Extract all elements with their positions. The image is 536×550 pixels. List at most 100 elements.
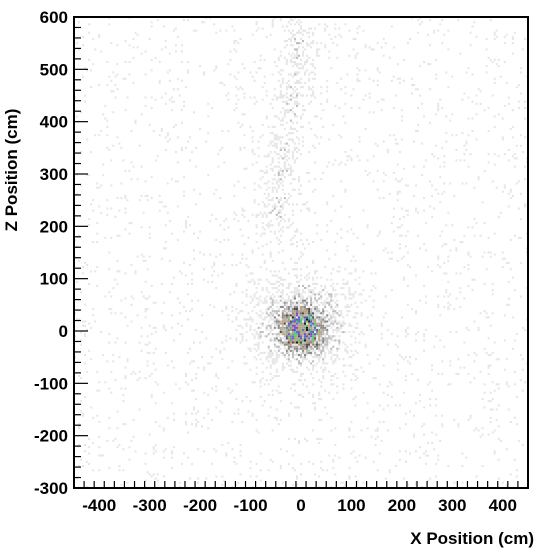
heatmap-cell [390,383,393,386]
heatmap-cell [273,205,276,208]
heatmap-cell [114,75,117,78]
heatmap-cell [233,291,236,294]
heatmap-cell [306,301,309,304]
heatmap-cell [304,73,307,76]
heatmap-cell [130,320,133,323]
heatmap-cell [269,356,272,359]
heatmap-cell [320,328,323,331]
heatmap-cell [312,429,315,432]
heatmap-cell [298,320,301,323]
heatmap-cell [326,278,329,281]
heatmap-cell [503,153,506,156]
heatmap-cell [354,395,357,398]
heatmap-cell [132,418,135,421]
heatmap-cell [302,40,305,43]
heatmap-cell [310,318,313,321]
heatmap-cell [229,391,232,394]
heatmap-cell [320,467,323,470]
heatmap-cell [475,354,478,357]
heatmap-cell [257,431,260,434]
heatmap-cell [411,77,414,80]
heatmap-cell [247,410,250,413]
heatmap-cell [291,33,294,36]
heatmap-cell [318,303,321,306]
heatmap-cell [287,218,290,221]
heatmap-cell [289,37,292,40]
heatmap-cell [251,151,254,154]
heatmap-cell [348,291,351,294]
heatmap-cell [296,347,299,350]
heatmap-cell [116,259,119,262]
heatmap-cell [231,421,234,424]
heatmap-cell [235,86,238,89]
heatmap-cell [507,408,510,411]
heatmap-cell [160,96,163,99]
heatmap-cell [298,81,301,84]
heatmap-cell [338,456,341,459]
heatmap-cell [324,368,327,371]
heatmap-cell [497,437,500,440]
heatmap-cell [443,165,446,168]
heatmap-cell [259,136,262,139]
heatmap-cell [281,328,284,331]
heatmap-cell [314,299,317,302]
heatmap-cell [275,305,278,308]
heatmap-cell [338,358,341,361]
heatmap-cell [98,421,101,424]
heatmap-cell [326,337,329,340]
heatmap-cell [497,58,500,61]
heatmap-cell [298,192,301,195]
heatmap-cell [279,465,282,468]
heatmap-cell [296,308,299,311]
heatmap-cell [320,318,323,321]
heatmap-cell [152,452,155,455]
heatmap-cell [237,408,240,411]
heatmap-cell [243,356,246,359]
heatmap-cell [199,251,202,254]
heatmap-cell [283,213,286,216]
heatmap-cell [298,331,301,334]
heatmap-cell [314,354,317,357]
heatmap-cell [285,88,288,91]
heatmap-cell [344,23,347,26]
heatmap-cell [298,19,301,22]
heatmap-cell [330,272,333,275]
heatmap-cell [304,301,307,304]
heatmap-cell [195,418,198,421]
heatmap-cell [281,314,284,317]
heatmap-cell [304,48,307,51]
heatmap-cell [491,61,494,64]
heatmap-cell [257,27,260,30]
heatmap-cell [168,98,171,101]
heatmap-cell [314,287,317,290]
heatmap-cell [429,398,432,401]
heatmap-cell [277,174,280,177]
heatmap-cell [358,341,361,344]
heatmap-cell [376,188,379,191]
heatmap-cell [406,42,409,45]
heatmap-cell [269,220,272,223]
heatmap-cell [233,48,236,51]
heatmap-cell [348,356,351,359]
heatmap-cell [366,316,369,319]
heatmap-cell [302,253,305,256]
heatmap-cell [455,272,458,275]
heatmap-cell [312,331,315,334]
heatmap-cell [219,351,222,354]
heatmap-cell [223,228,226,231]
heatmap-cell [296,293,299,296]
heatmap-cell [314,27,317,30]
heatmap-cell [376,435,379,438]
heatmap-cell [346,73,349,76]
heatmap-cell [275,354,278,357]
heatmap-cell [160,127,163,130]
heatmap-cell [318,485,321,488]
heatmap-cell [281,261,284,264]
heatmap-cell [346,249,349,252]
heatmap-cell [302,125,305,128]
heatmap-cell [275,146,278,149]
heatmap-cell [195,328,198,331]
heatmap-cell [281,343,284,346]
heatmap-cell [221,310,224,313]
